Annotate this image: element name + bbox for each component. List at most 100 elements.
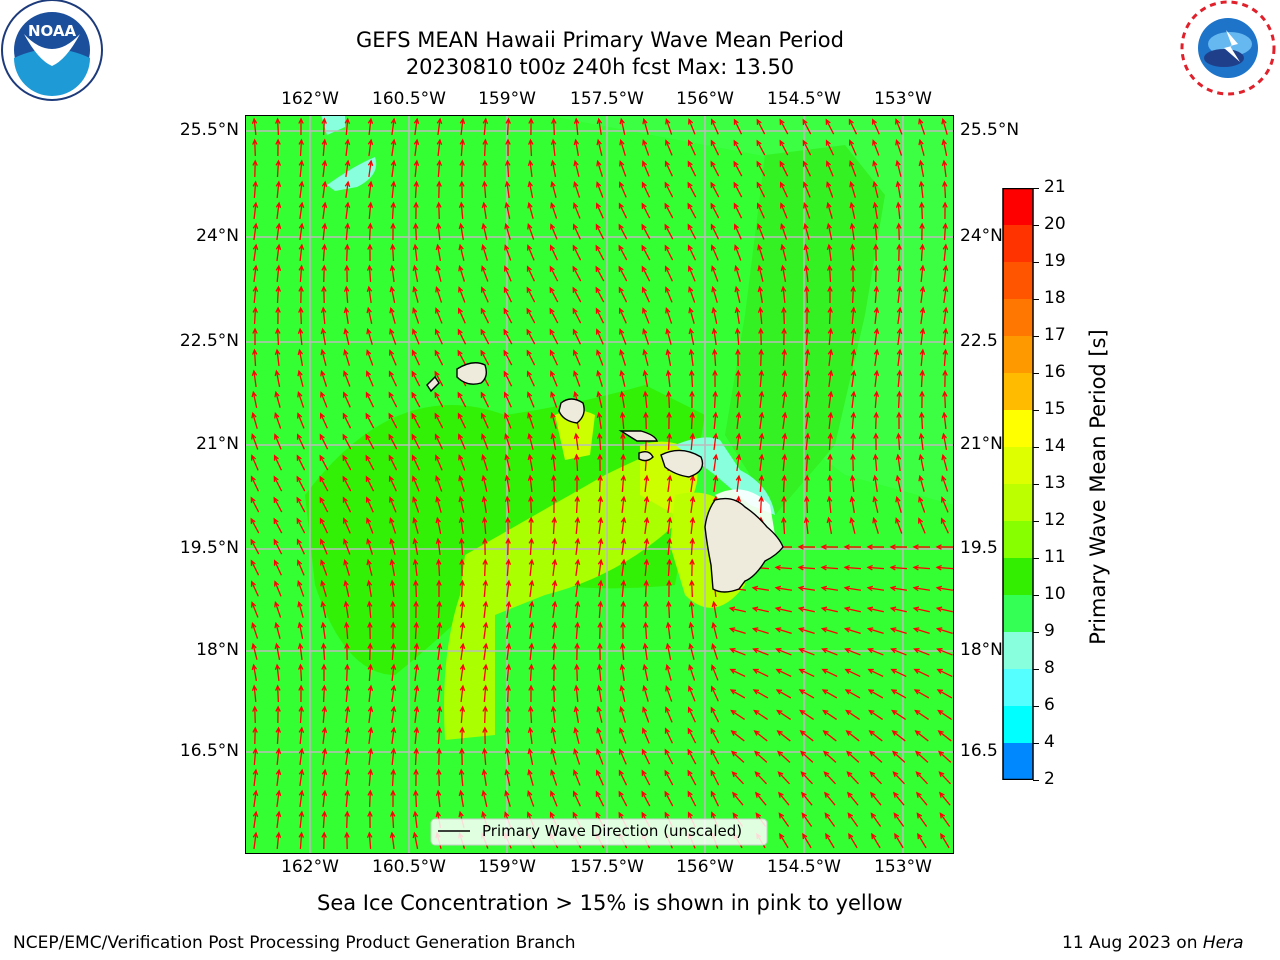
- colorbar-tick: 14: [1044, 436, 1066, 456]
- wave-arrow: [366, 306, 373, 324]
- wave-arrow: [872, 139, 880, 156]
- island-oahu: [558, 398, 585, 424]
- wave-arrow: [574, 642, 580, 661]
- wave-arrow: [866, 606, 884, 613]
- wave-arrow: [573, 453, 580, 472]
- wave-arrow: [551, 621, 558, 640]
- wave-arrow: [781, 306, 787, 325]
- wave-arrow: [641, 748, 651, 765]
- wave-arrow: [666, 495, 673, 514]
- wave-arrow: [712, 411, 719, 430]
- wave-arrow: [942, 369, 948, 388]
- colorbar-segment: [1003, 225, 1033, 263]
- wave-arrow: [274, 433, 282, 450]
- wave-arrow: [664, 748, 674, 765]
- wave-arrow: [367, 810, 373, 829]
- wave-arrow: [895, 138, 903, 156]
- wave-arrow: [894, 832, 904, 849]
- wave-arrow: [665, 307, 673, 324]
- wave-arrow: [528, 600, 535, 619]
- wave-arrow: [436, 558, 442, 577]
- wave-arrow: [730, 730, 745, 742]
- wave-arrow: [919, 411, 925, 430]
- wave-arrow: [297, 642, 304, 661]
- wave-arrow: [551, 558, 558, 577]
- wave-arrow: [728, 606, 746, 613]
- wave-arrow: [919, 201, 925, 220]
- wave-arrow: [504, 432, 512, 450]
- wave-arrow: [942, 264, 949, 283]
- colorbar-tick-mark: [1033, 521, 1039, 522]
- wave-arrow: [843, 544, 862, 550]
- wave-arrow: [849, 474, 856, 493]
- wave-arrow: [549, 307, 559, 324]
- wave-arrow: [505, 684, 511, 703]
- wave-arrow: [321, 285, 327, 304]
- wave-arrow: [436, 705, 443, 724]
- wave-arrow: [344, 726, 351, 745]
- wave-arrow: [273, 475, 283, 492]
- wave-arrow: [820, 606, 838, 613]
- wave-arrow: [804, 285, 810, 304]
- wave-arrow: [803, 181, 811, 198]
- wave-arrow: [666, 516, 673, 535]
- wave-arrow: [458, 286, 466, 303]
- wave-arrow: [780, 202, 788, 219]
- wave-arrow: [388, 391, 398, 408]
- wave-arrow: [895, 118, 903, 135]
- wave-arrow: [822, 709, 837, 721]
- wave-arrow: [689, 411, 695, 430]
- wave-arrow: [666, 600, 672, 619]
- wave-arrow: [527, 223, 535, 240]
- wave-arrow: [480, 307, 490, 324]
- wave-arrow: [872, 495, 879, 513]
- wave-arrow: [343, 370, 351, 387]
- wave-arrow: [595, 328, 604, 345]
- wave-arrow: [665, 642, 672, 660]
- wave-arrow: [641, 769, 651, 786]
- wave-arrow: [367, 726, 374, 745]
- wave-arrow: [758, 369, 765, 388]
- wave-arrow: [776, 750, 791, 763]
- wave-arrow: [895, 432, 902, 451]
- wave-arrow: [457, 433, 466, 450]
- wave-arrow: [687, 223, 697, 240]
- wave-arrow: [252, 789, 259, 808]
- wave-arrow: [618, 181, 627, 198]
- wave-arrow: [298, 663, 304, 682]
- wave-arrow: [459, 747, 465, 766]
- wave-arrow: [574, 621, 581, 640]
- wave-arrow: [320, 327, 327, 345]
- wave-arrow: [850, 264, 856, 283]
- wave-arrow: [482, 621, 489, 640]
- wave-arrow: [896, 390, 902, 409]
- wave-arrow: [573, 432, 580, 451]
- wave-arrow: [826, 243, 833, 262]
- wave-arrow: [892, 791, 905, 806]
- wave-arrow: [890, 689, 907, 699]
- wave-arrow: [550, 180, 557, 198]
- wave-arrow: [912, 544, 931, 550]
- wave-arrow: [390, 789, 396, 808]
- wave-arrow: [597, 558, 604, 577]
- colorbar-segment: [1003, 410, 1033, 448]
- colorbar-tick-mark: [1033, 780, 1039, 781]
- wave-arrow: [804, 348, 811, 367]
- colorbar-segment: [1003, 373, 1033, 411]
- wave-arrow: [367, 138, 374, 157]
- wave-arrow: [435, 285, 443, 303]
- wave-arrow: [527, 768, 534, 786]
- wave-arrow: [756, 118, 766, 135]
- colorbar-segment: [1003, 669, 1033, 707]
- wave-arrow: [572, 265, 582, 282]
- wave-arrow: [918, 474, 925, 492]
- wave-arrow: [344, 243, 350, 262]
- colorbar-tick: 4: [1044, 732, 1055, 752]
- wave-arrow: [666, 537, 673, 556]
- wave-arrow: [273, 454, 282, 471]
- wave-arrow: [367, 768, 374, 787]
- wave-arrow: [321, 180, 328, 199]
- wave-arrow: [689, 390, 695, 409]
- wave-arrow: [596, 349, 604, 366]
- colorbar-segment: [1003, 595, 1033, 633]
